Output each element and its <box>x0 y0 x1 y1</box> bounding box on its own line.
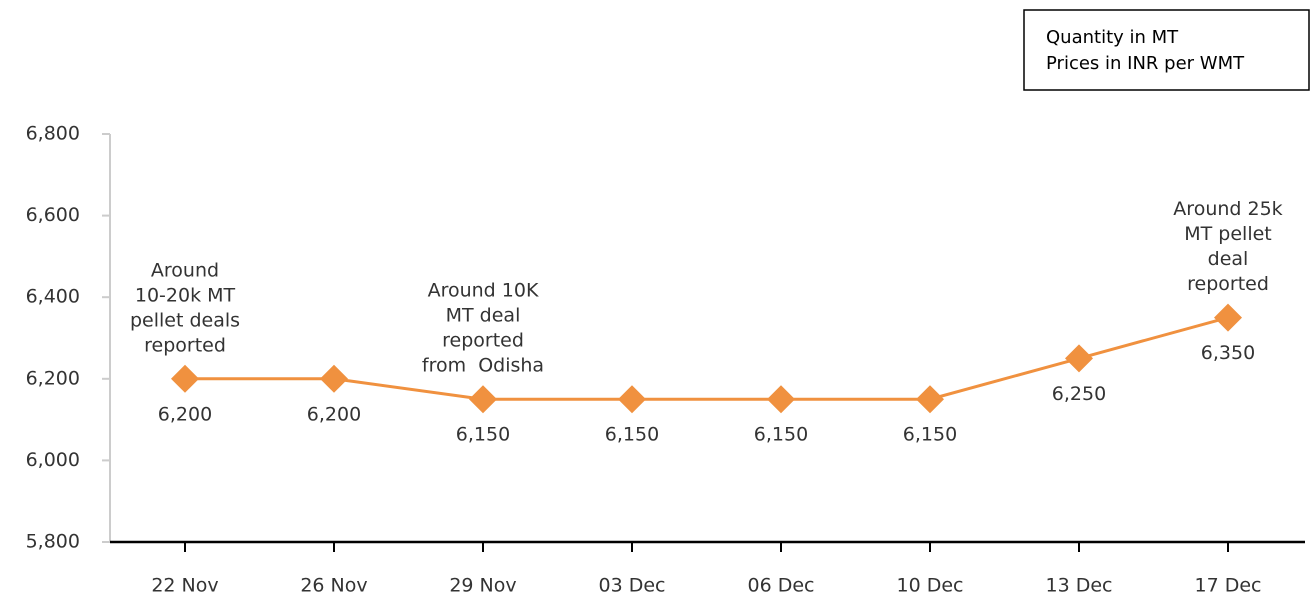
annotation: MT deal <box>446 305 521 327</box>
annotation: MT pellet <box>1184 223 1272 245</box>
annotation: Around <box>151 259 219 281</box>
marker <box>618 385 646 414</box>
y-tick-label: 6,800 <box>26 123 80 145</box>
marker <box>171 364 199 393</box>
x-tick-label: 17 Dec <box>1195 575 1262 597</box>
annotation: from Odisha <box>422 355 544 377</box>
data-label: 6,150 <box>456 424 510 446</box>
data-label: 6,150 <box>754 424 808 446</box>
data-label: 6,350 <box>1201 342 1255 364</box>
y-tick-label: 6,400 <box>26 286 80 308</box>
note-line: Quantity in MT <box>1046 27 1179 48</box>
y-tick-label: 5,800 <box>26 531 80 553</box>
y-tick-label: 6,200 <box>26 367 80 389</box>
x-tick-label: 06 Dec <box>748 575 815 597</box>
annotation: deal <box>1208 248 1249 270</box>
data-label: 6,150 <box>903 424 957 446</box>
data-label: 6,150 <box>605 424 659 446</box>
annotation: pellet deals <box>130 309 240 331</box>
marker <box>1065 344 1093 373</box>
x-tick-label: 29 Nov <box>449 575 516 597</box>
x-tick-label: 22 Nov <box>151 575 218 597</box>
annotation: reported <box>1187 273 1269 295</box>
annotation: Around 10K <box>428 280 539 302</box>
annotation: 10-20k MT <box>135 284 236 306</box>
x-tick-label: 10 Dec <box>897 575 964 597</box>
data-label: 6,200 <box>158 403 212 425</box>
data-label: 6,250 <box>1052 383 1106 405</box>
x-tick-label: 26 Nov <box>300 575 367 597</box>
marker <box>767 385 795 414</box>
x-tick-label: 03 Dec <box>599 575 666 597</box>
annotation: reported <box>442 330 524 352</box>
x-tick-label: 13 Dec <box>1046 575 1113 597</box>
data-label: 6,200 <box>307 403 361 425</box>
annotation: reported <box>144 334 226 356</box>
y-tick-label: 6,600 <box>26 204 80 226</box>
note-line: Prices in INR per WMT <box>1046 53 1245 74</box>
annotation: Around 25k <box>1173 198 1282 220</box>
marker <box>916 385 944 414</box>
note-box <box>1023 9 1310 91</box>
marker <box>469 385 497 414</box>
marker <box>1214 303 1242 332</box>
marker <box>320 364 348 393</box>
y-tick-label: 6,000 <box>26 449 80 471</box>
line <box>185 316 1229 401</box>
